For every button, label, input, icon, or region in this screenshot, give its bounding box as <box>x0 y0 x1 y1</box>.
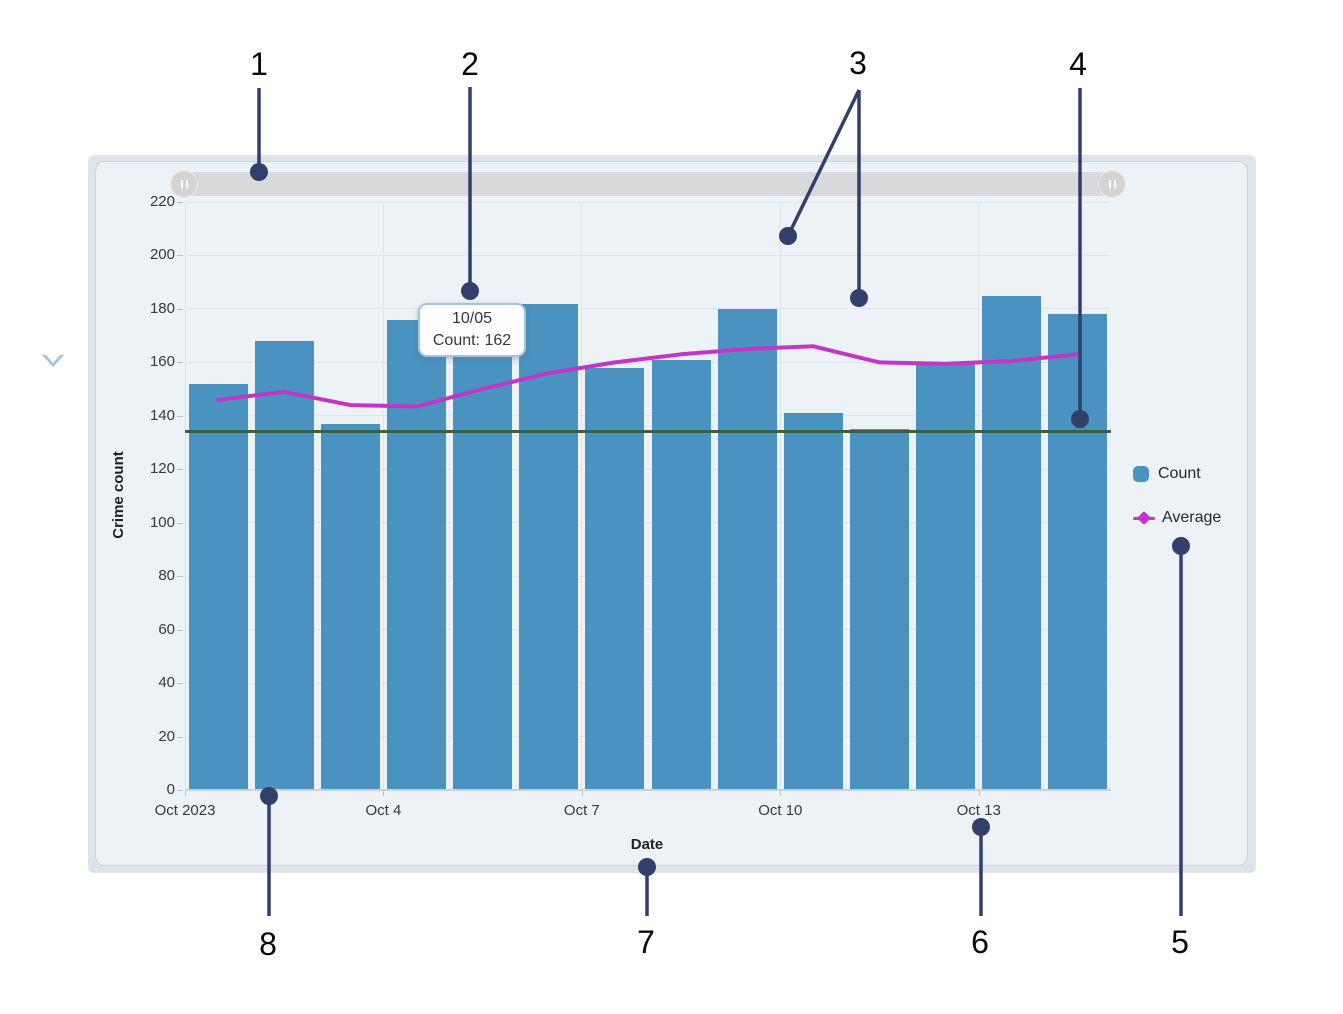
y-tick-label: 20 <box>158 727 175 745</box>
gridline-horizontal <box>185 575 1111 577</box>
annotation-number-8: 8 <box>259 926 277 962</box>
bar-10-12[interactable] <box>916 362 976 790</box>
gridline-vertical <box>978 202 980 790</box>
gridline-horizontal <box>185 308 1111 310</box>
x-tick-mark <box>383 790 385 796</box>
gridline-horizontal <box>185 629 1111 631</box>
bar-10-04[interactable] <box>387 319 446 790</box>
count-swatch-icon <box>1133 466 1149 482</box>
y-tick-mark <box>177 576 183 578</box>
y-tick-label: 140 <box>149 406 175 424</box>
legend-item-average[interactable]: Average <box>1133 509 1221 527</box>
time-slider-track[interactable] <box>183 172 1119 196</box>
y-tick-mark <box>177 308 183 310</box>
gridline-vertical <box>184 202 186 790</box>
y-tick-mark <box>177 736 183 738</box>
y-tick-label: 220 <box>149 193 175 210</box>
y-tick-mark <box>177 469 183 471</box>
x-tick-mark <box>185 790 186 796</box>
data-tooltip: 10/05 Count: 162 <box>418 303 526 357</box>
x-tick-label: Oct 10 <box>758 802 803 819</box>
bar-10-09[interactable] <box>717 308 777 790</box>
time-slider-handle-left[interactable] <box>170 170 198 198</box>
grip-icon <box>185 179 188 189</box>
legend: Count Average <box>1133 465 1221 553</box>
gridline-vertical <box>581 202 583 790</box>
gridline-horizontal <box>185 468 1111 470</box>
x-tick-label: Oct 2023 <box>154 802 216 819</box>
x-tick-mark <box>978 790 980 796</box>
grip-icon <box>180 179 183 189</box>
legend-item-count[interactable]: Count <box>1133 465 1221 483</box>
y-tick-mark <box>177 362 183 364</box>
gridline-vertical <box>382 202 384 790</box>
legend-average-label: Average <box>1162 509 1222 526</box>
gridline-vertical <box>779 202 781 790</box>
y-tick-label: 60 <box>158 620 175 638</box>
x-axis-line <box>185 789 1111 791</box>
y-tick-mark <box>177 683 183 685</box>
y-tick-mark <box>177 629 183 631</box>
y-tick-mark <box>177 415 183 417</box>
bar-10-11[interactable] <box>850 429 909 790</box>
y-tick-label: 120 <box>149 460 175 478</box>
bar-10-14[interactable] <box>1048 314 1108 790</box>
grip-icon <box>1113 179 1116 189</box>
bar-10-05[interactable] <box>453 357 513 790</box>
y-tick-mark <box>177 202 183 203</box>
annotation-number-3: 3 <box>849 45 867 81</box>
grip-icon <box>1108 179 1111 189</box>
annotation-number-7: 7 <box>637 924 655 960</box>
average-marker-icon <box>1133 510 1155 526</box>
x-tick-mark <box>780 790 782 796</box>
bar-10-02[interactable] <box>254 340 314 790</box>
annotation-number-6: 6 <box>971 924 989 960</box>
annotation-number-5: 5 <box>1171 924 1189 960</box>
gridline-horizontal <box>185 736 1111 738</box>
gridline-horizontal <box>185 682 1111 684</box>
tooltip-date: 10/05 <box>451 310 493 327</box>
x-tick-label: Oct 13 <box>956 802 1001 819</box>
bar-10-13[interactable] <box>982 295 1042 790</box>
gridline-horizontal <box>185 522 1111 524</box>
y-tick-label: 200 <box>149 246 175 264</box>
bar-10-03[interactable] <box>320 423 380 790</box>
x-tick-label: Oct 4 <box>365 802 402 819</box>
bar-10-10[interactable] <box>783 413 843 790</box>
y-tick-mark <box>177 790 183 791</box>
time-slider-handle-right[interactable] <box>1098 170 1126 198</box>
annotation-number-1: 1 <box>250 46 268 82</box>
bar-10-08[interactable] <box>651 359 711 790</box>
y-tick-label: 80 <box>158 567 175 585</box>
tooltip-count: Count: 162 <box>432 332 512 349</box>
x-tick-label: Oct 7 <box>563 802 600 819</box>
annotation-number-4: 4 <box>1069 46 1087 82</box>
annotation-number-2: 2 <box>461 46 479 82</box>
gridline-horizontal <box>185 415 1111 417</box>
y-tick-label: 0 <box>166 781 175 798</box>
gridline-horizontal <box>185 201 1111 203</box>
y-tick-label: 100 <box>149 513 175 531</box>
y-tick-mark <box>177 255 183 257</box>
y-axis-title: Crime count <box>110 451 127 539</box>
x-axis-title: Date <box>630 836 664 853</box>
y-tick-label: 180 <box>149 299 175 317</box>
y-tick-mark <box>177 522 183 524</box>
y-tick-label: 160 <box>149 353 175 371</box>
legend-count-label: Count <box>1158 465 1201 482</box>
gridline-horizontal <box>185 254 1111 256</box>
bar-10-07[interactable] <box>585 367 645 790</box>
bar-10-01[interactable] <box>188 383 248 790</box>
y-tick-label: 40 <box>158 674 175 692</box>
guide-line[interactable] <box>185 430 1111 434</box>
bar-10-06[interactable] <box>519 303 579 790</box>
x-tick-mark <box>581 790 583 796</box>
